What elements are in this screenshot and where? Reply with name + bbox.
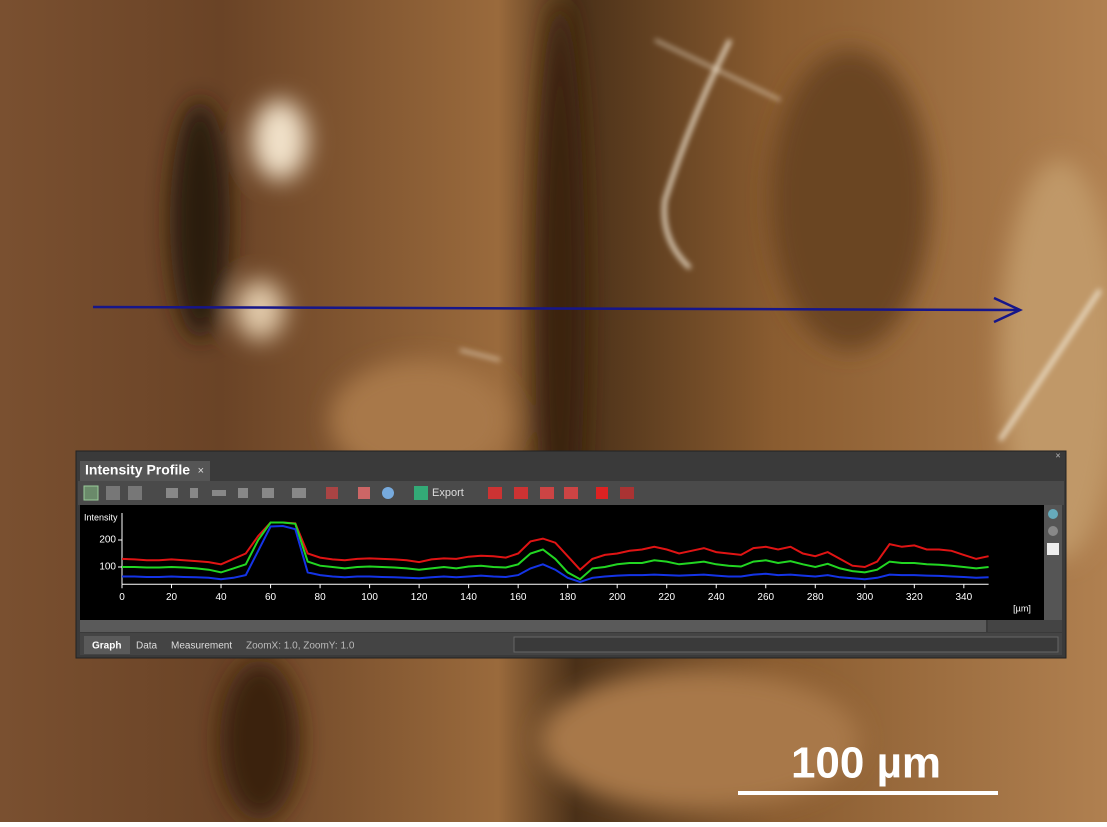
x-tick-label: 320 bbox=[906, 592, 923, 603]
icon[interactable] bbox=[382, 487, 394, 499]
status-text: ZoomX: 1.0, ZoomY: 1.0 bbox=[246, 641, 355, 652]
x-tick-label: 280 bbox=[807, 592, 824, 603]
x-axis-label: [µm] bbox=[1013, 603, 1031, 613]
icon[interactable] bbox=[514, 487, 528, 499]
icon[interactable] bbox=[84, 486, 98, 500]
toolbar-icons bbox=[84, 486, 634, 500]
y-tick-label: 100 bbox=[99, 562, 116, 573]
x-tick-label: 340 bbox=[955, 592, 972, 603]
icon[interactable] bbox=[292, 488, 306, 498]
fit[interactable] bbox=[1047, 543, 1059, 555]
icon[interactable] bbox=[488, 487, 502, 499]
h-scrollbar[interactable] bbox=[80, 620, 986, 632]
y-tick-label: 200 bbox=[99, 535, 116, 546]
icon[interactable] bbox=[596, 487, 608, 499]
x-tick-label: 300 bbox=[856, 592, 873, 603]
x-tick-label: 140 bbox=[460, 592, 477, 603]
zoom-buttons bbox=[988, 620, 1062, 632]
icon[interactable] bbox=[326, 487, 338, 499]
x-tick-label: 260 bbox=[757, 592, 774, 603]
icon[interactable] bbox=[262, 488, 274, 498]
screen: 100 µm × Intensity Profile × Export Grap… bbox=[0, 0, 1107, 822]
x-tick-label: 0 bbox=[119, 592, 125, 603]
icon[interactable] bbox=[540, 487, 554, 499]
icon[interactable] bbox=[166, 488, 178, 498]
icon[interactable] bbox=[358, 487, 370, 499]
icon[interactable] bbox=[238, 488, 248, 498]
icon[interactable] bbox=[106, 486, 120, 500]
scale-bar-label: 100 µm bbox=[791, 739, 941, 788]
tab-label[interactable]: Data bbox=[136, 641, 158, 652]
zoom-out[interactable] bbox=[1048, 526, 1058, 536]
x-tick-label: 100 bbox=[361, 592, 378, 603]
tab-close[interactable]: × bbox=[198, 465, 204, 477]
tab-label[interactable]: Measurement bbox=[171, 641, 232, 652]
icon[interactable] bbox=[190, 488, 198, 498]
x-tick-label: 80 bbox=[315, 592, 327, 603]
icon[interactable] bbox=[212, 490, 226, 496]
panel-title: Intensity Profile bbox=[85, 462, 190, 478]
x-tick-label: 180 bbox=[559, 592, 576, 603]
x-tick-label: 60 bbox=[265, 592, 277, 603]
status-field bbox=[514, 637, 1058, 652]
icon[interactable] bbox=[620, 487, 634, 499]
x-tick-label: 220 bbox=[658, 592, 675, 603]
export-button[interactable]: Export bbox=[432, 487, 464, 499]
zoom-sidebar bbox=[1044, 505, 1062, 620]
icon[interactable] bbox=[564, 487, 578, 499]
icon[interactable] bbox=[414, 486, 428, 500]
y-axis-label: Intensity bbox=[84, 512, 118, 522]
icon[interactable] bbox=[128, 486, 142, 500]
x-tick-label: 200 bbox=[609, 592, 626, 603]
x-tick-label: 20 bbox=[166, 592, 178, 603]
x-tick-label: 40 bbox=[215, 592, 227, 603]
x-tick-label: 160 bbox=[510, 592, 527, 603]
page: 100 µm × Intensity Profile × Export Grap… bbox=[0, 0, 1107, 822]
panel-close[interactable]: × bbox=[1055, 450, 1060, 460]
x-tick-label: 240 bbox=[708, 592, 725, 603]
tab-label[interactable]: Graph bbox=[92, 641, 121, 652]
zoom-in[interactable] bbox=[1048, 509, 1058, 519]
x-tick-label: 120 bbox=[411, 592, 428, 603]
